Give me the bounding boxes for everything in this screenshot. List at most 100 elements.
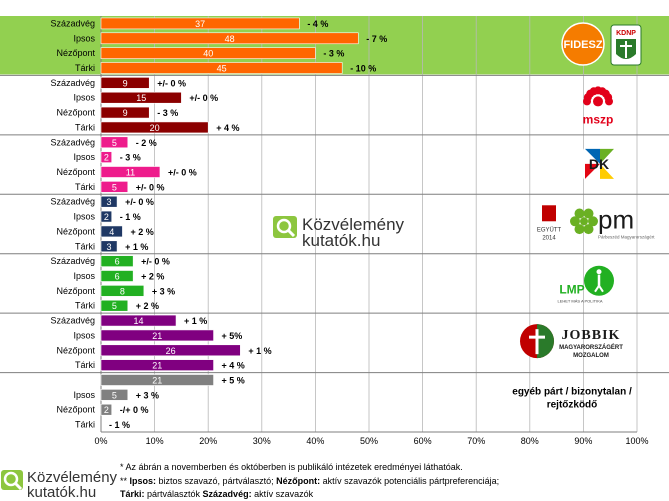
footnote-nezopont-label: Nézőpont: — [276, 476, 321, 486]
bar — [100, 270, 134, 282]
pollster-label: Századvég — [50, 197, 95, 207]
pm-flower-petal — [583, 224, 594, 235]
bar-value-label: 6 — [115, 257, 120, 267]
change-label: + 5% — [222, 331, 243, 341]
watermark-magnifier-handle — [286, 228, 296, 238]
change-label: -/+ 0 % — [120, 405, 149, 415]
pm-flower-petal — [574, 208, 585, 219]
bar — [100, 195, 118, 208]
x-tick-label: 40% — [306, 436, 324, 446]
pollster-label: Ipsos — [73, 330, 95, 340]
mszp-rose-icon — [593, 96, 603, 107]
bar-value-label: 21 — [152, 361, 162, 371]
bar-value-label: 14 — [134, 316, 144, 326]
bar — [100, 91, 182, 104]
pollster-label: Nézőpont — [56, 405, 95, 415]
bar — [100, 181, 129, 193]
lmp-person-head — [596, 269, 602, 275]
footnote-3: Tárki: pártválasztók Századvég: aktív sz… — [120, 489, 313, 499]
bar — [100, 389, 129, 401]
dk-shape-red — [585, 163, 600, 179]
bar-value-label: 5 — [112, 301, 117, 311]
pollster-label: Századvég — [50, 256, 95, 266]
dk-shape-blue — [585, 148, 600, 164]
pollster-label: Nézőpont — [56, 286, 95, 296]
change-label: - 2 % — [136, 138, 157, 148]
x-tick-label: 60% — [414, 436, 432, 446]
bar — [100, 314, 177, 327]
change-label: + 4 % — [222, 361, 245, 371]
bar-value-label: 45 — [217, 64, 227, 74]
bar — [100, 285, 145, 297]
bar — [100, 344, 241, 357]
bar — [100, 255, 134, 267]
jobbik-logo-subtext: MOZGALOM — [573, 353, 609, 359]
change-label: + 2 % — [141, 272, 164, 282]
bar — [100, 17, 300, 30]
watermark-line1: Közvélemény — [302, 215, 405, 234]
footer-logo-line1: Közvélemény — [27, 469, 118, 486]
jobbik-logo-text: JOBBIK — [562, 328, 621, 343]
bar-value-label: 9 — [123, 78, 128, 88]
bar-value-label: 6 — [115, 272, 120, 282]
bar — [100, 47, 316, 59]
jobbik-shield-half — [537, 324, 554, 359]
pollster-label: Ipsos — [73, 212, 95, 222]
x-tick-label: 0% — [94, 436, 107, 446]
change-label: + 5 % — [222, 376, 245, 386]
pollster-label: Századvég — [50, 316, 95, 326]
lmp-person-leg — [598, 285, 604, 293]
bar-value-label: 21 — [152, 331, 162, 341]
pollster-label: Tárki — [75, 420, 95, 430]
pollster-label: Tárki — [75, 63, 95, 73]
x-tick-label: 80% — [521, 436, 539, 446]
footer-logo: Közvélemény kutatók.hu — [1, 469, 118, 500]
change-label: - 3 % — [157, 108, 178, 118]
change-label: +/- 0 % — [168, 168, 197, 178]
pollster-label: Tárki — [75, 301, 95, 311]
bar-value-label: 37 — [195, 19, 205, 29]
bar-value-label: 5 — [112, 138, 117, 148]
x-tick-label: 30% — [253, 436, 271, 446]
lmp-logo-text: LMP — [559, 283, 584, 297]
watermark-magnifier-icon — [276, 218, 292, 234]
bar — [100, 359, 214, 371]
change-label: - 7 % — [366, 34, 387, 44]
bar — [100, 62, 343, 74]
pollster-label: Tárki — [75, 182, 95, 192]
pm-flower-icon — [580, 217, 588, 226]
footnote-ipsos-label: Ipsos: — [129, 476, 157, 486]
pollster-label: Tárki — [75, 360, 95, 370]
egyutt-logo-icon — [542, 205, 556, 222]
change-label: - 4 % — [307, 19, 328, 29]
footnote-1: * Az ábrán a novemberben és októberben i… — [120, 462, 463, 472]
x-tick-label: 70% — [467, 436, 485, 446]
bar — [100, 299, 129, 312]
footnote-ipsos-text: biztos szavazó, pártválasztó; — [156, 476, 277, 486]
bar-value-label: 5 — [112, 390, 117, 400]
change-label: +/- 0 % — [141, 257, 170, 267]
bar-value-label: 2 — [104, 212, 109, 222]
bar-value-label: 8 — [120, 286, 125, 296]
bar — [100, 121, 209, 134]
change-label: + 1 % — [248, 346, 271, 356]
pollster-label: Századvég — [50, 78, 95, 88]
bar — [100, 403, 113, 416]
bar — [100, 77, 150, 89]
x-tick-label: 100% — [625, 436, 648, 446]
dk-shape-green — [600, 148, 614, 164]
footnote-2: ** Ipsos: biztos szavazó, pártválasztó; … — [120, 476, 499, 486]
pollster-label: Ipsos — [73, 390, 95, 400]
bar-value-label: 21 — [152, 376, 162, 386]
change-label: +/- 0 % — [189, 93, 218, 103]
egyutt-logo-text: EGYÜTT — [537, 226, 562, 233]
change-label: + 2 % — [136, 301, 159, 311]
lmp-logo-subtext: LEHET MÁS A POLITIKA — [557, 299, 602, 304]
x-tick-label: 20% — [199, 436, 217, 446]
pm-logo-subtext: Párbeszéd Magyarországért — [598, 234, 655, 239]
change-label: + 1 % — [125, 242, 148, 252]
bar-value-label: 2 — [104, 153, 109, 163]
pm-logo-text: pm — [598, 204, 634, 234]
fidesz-logo-text: FIDESZ — [563, 39, 602, 51]
